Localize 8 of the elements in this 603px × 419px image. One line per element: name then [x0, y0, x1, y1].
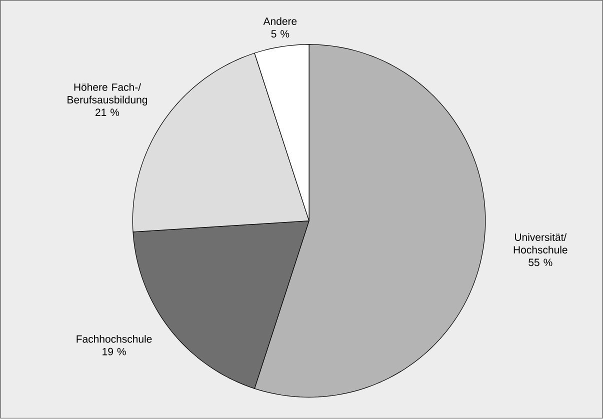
slice-label: Universität/ Hochschule — [514, 233, 568, 254]
data-label: 19 % — [102, 348, 126, 356]
data-label: 55 % — [528, 258, 552, 266]
slice-label: Andere — [263, 17, 297, 26]
data-label: 21 % — [96, 108, 120, 116]
slice-label: Höhere Fach-/ Berufsausbildung — [68, 83, 148, 106]
slice-label: Fachhochschule — [76, 335, 152, 343]
data-label: 5 % — [271, 30, 290, 38]
